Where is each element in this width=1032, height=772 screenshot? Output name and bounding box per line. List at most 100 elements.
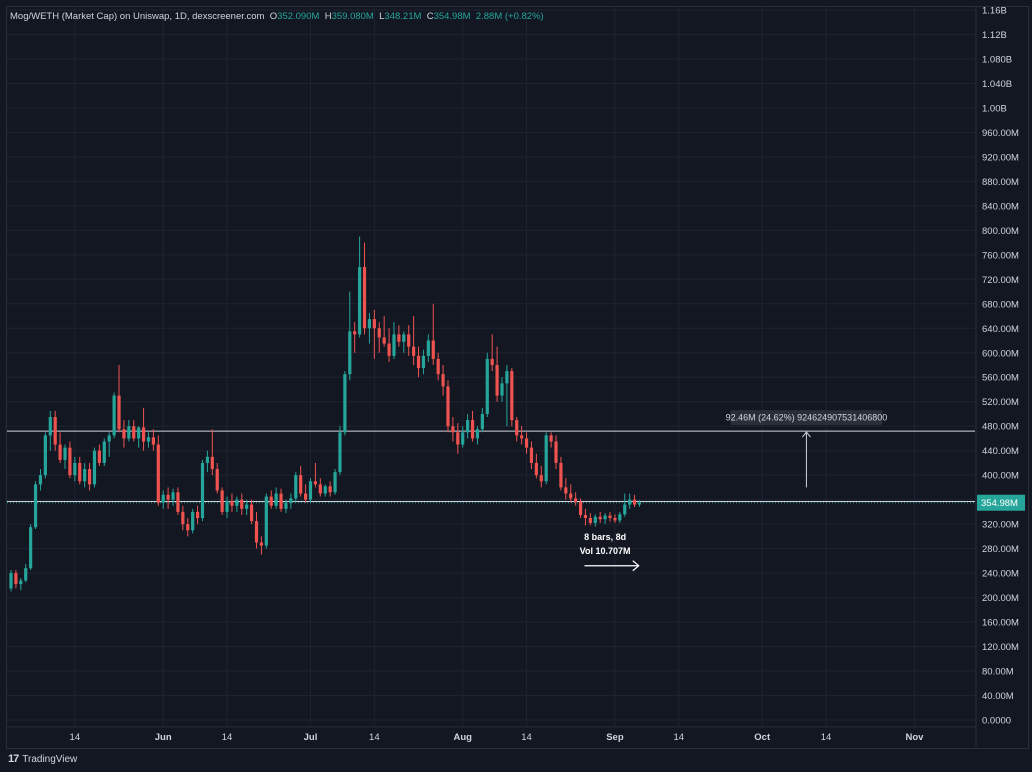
candle bbox=[603, 513, 607, 525]
price-axis[interactable]: 1.16B 1.12B 1.080B 1.040B 1.00B 960.00M 920.00… bbox=[977, 6, 1025, 727]
candle bbox=[510, 368, 514, 427]
candle-body bbox=[397, 334, 401, 342]
y-tick-label: 440.00M bbox=[982, 446, 1019, 457]
candle bbox=[495, 346, 499, 402]
candle-body bbox=[215, 469, 219, 491]
candle-body bbox=[554, 441, 558, 463]
candle-body bbox=[24, 568, 28, 581]
y-tick-label: 480.00M bbox=[982, 422, 1019, 433]
candle-body bbox=[176, 492, 180, 512]
y-tick-label: 920.00M bbox=[982, 152, 1019, 163]
candle-body bbox=[407, 334, 411, 347]
time-axis[interactable]: 14 Jun 14 Jul 14 Aug 14 Sep 14 Oct 14 Nov bbox=[70, 732, 925, 743]
tradingview-logo-icon: 17 bbox=[8, 753, 19, 765]
candle bbox=[598, 511, 602, 523]
candle-body bbox=[578, 502, 583, 515]
candle-body bbox=[107, 435, 111, 442]
candle bbox=[83, 462, 87, 488]
legend-pair: Mog/WETH (Market Cap) on Uniswap, 1D, de… bbox=[10, 11, 265, 22]
candle bbox=[161, 490, 165, 509]
candle bbox=[205, 450, 209, 473]
candle-body bbox=[353, 331, 357, 335]
candle bbox=[181, 505, 185, 531]
candle bbox=[132, 420, 136, 442]
candle-body bbox=[485, 358, 489, 414]
candle-body bbox=[73, 462, 77, 476]
candle bbox=[43, 432, 47, 479]
x-tick-label: 14 bbox=[673, 732, 684, 743]
candle-body bbox=[632, 499, 637, 505]
candle bbox=[362, 242, 367, 335]
x-tick-label: Aug bbox=[453, 732, 472, 743]
candle bbox=[102, 438, 106, 466]
candle-body bbox=[618, 514, 622, 521]
candle bbox=[122, 420, 126, 448]
candle-body bbox=[19, 580, 23, 585]
candle bbox=[382, 316, 386, 347]
grid-lines bbox=[6, 6, 977, 747]
candle-body bbox=[524, 438, 529, 448]
candle bbox=[470, 410, 475, 442]
candle-body bbox=[279, 493, 283, 509]
candle-body bbox=[33, 484, 38, 528]
candle bbox=[24, 563, 28, 583]
x-tick-label: Sep bbox=[606, 732, 624, 743]
candle bbox=[397, 325, 401, 347]
candle bbox=[372, 309, 376, 359]
legend-high: H359.080M bbox=[324, 11, 374, 22]
candle bbox=[299, 465, 303, 497]
candle-body bbox=[539, 475, 543, 482]
candle bbox=[613, 514, 617, 523]
candle-body bbox=[83, 469, 87, 482]
chart-frame[interactable] bbox=[6, 6, 1029, 749]
candle bbox=[348, 291, 352, 381]
candle-body bbox=[249, 504, 254, 522]
y-tick-label: 280.00M bbox=[982, 544, 1019, 555]
chart-legend: Mog/WETH (Market Cap) on Uniswap, 1D, de… bbox=[10, 11, 544, 22]
candle-body bbox=[343, 374, 347, 433]
candle-body bbox=[200, 462, 205, 519]
candle-body bbox=[245, 504, 249, 509]
y-tick-label: 840.00M bbox=[982, 201, 1019, 212]
candle bbox=[137, 426, 141, 448]
x-tick-label: Nov bbox=[905, 732, 924, 743]
candle bbox=[254, 511, 259, 549]
candle-body bbox=[348, 331, 352, 375]
candle-body bbox=[274, 493, 278, 506]
x-tick-label: 14 bbox=[70, 732, 81, 743]
candle-body bbox=[58, 444, 62, 460]
candle bbox=[628, 493, 632, 509]
candle-body bbox=[132, 426, 136, 439]
candle bbox=[578, 498, 583, 519]
candle-body bbox=[53, 417, 57, 445]
candle-body bbox=[466, 420, 470, 433]
candle bbox=[195, 505, 200, 525]
candle bbox=[520, 426, 524, 445]
y-tick-label: 680.00M bbox=[982, 299, 1019, 310]
candle-body bbox=[156, 444, 160, 503]
candle bbox=[407, 325, 411, 356]
candle-body bbox=[515, 420, 519, 436]
candle bbox=[441, 365, 445, 396]
candle bbox=[466, 413, 470, 439]
measure-arrow-head bbox=[802, 431, 811, 438]
candle-body bbox=[137, 427, 141, 439]
legend-low: L348.21M bbox=[379, 11, 422, 22]
candle bbox=[588, 513, 592, 526]
candle-body bbox=[534, 462, 538, 476]
candle bbox=[308, 478, 313, 503]
candle bbox=[402, 331, 406, 353]
candle bbox=[377, 322, 381, 353]
tradingview-logo[interactable]: 17 TradingView bbox=[8, 753, 77, 765]
candle bbox=[490, 334, 494, 372]
candle bbox=[245, 499, 249, 515]
candle bbox=[353, 322, 357, 353]
candle-body bbox=[593, 516, 597, 523]
candle bbox=[274, 487, 278, 509]
candle bbox=[426, 334, 430, 362]
candle-body bbox=[608, 515, 612, 519]
candle-body bbox=[505, 371, 509, 384]
candle bbox=[58, 432, 62, 463]
candle-body bbox=[475, 429, 480, 439]
